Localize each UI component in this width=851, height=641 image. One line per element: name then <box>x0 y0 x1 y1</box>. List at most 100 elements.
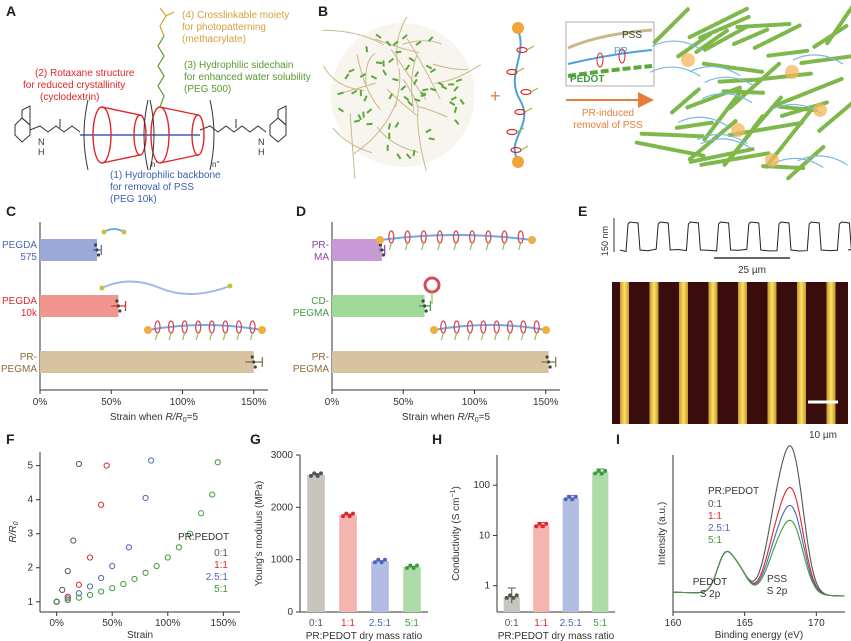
label-rotaxane: (2) Rotaxane structure <box>35 68 135 79</box>
pr-pegma-d-sidechain <box>480 332 484 341</box>
panel-label-b: B <box>318 3 328 19</box>
pr-ma-sidechain <box>421 242 425 251</box>
scatter-point <box>59 586 66 593</box>
panel-i-chart: 160 165 170 Binding energy (eV) Intensity (a… <box>657 445 845 641</box>
pedot-grain <box>414 98 421 102</box>
pedot-fiber <box>774 76 844 108</box>
scatter-point <box>209 491 216 498</box>
pedot-grain <box>351 89 358 95</box>
x-tick-label: 0% <box>325 397 340 408</box>
pedot-fiber <box>786 145 826 181</box>
data-dot <box>570 497 575 502</box>
afm-scale-label: 10 µm <box>809 430 837 441</box>
pss-fiber <box>322 29 384 46</box>
scatter-point <box>53 598 60 605</box>
label-backbone-3: (PEG 10k) <box>110 194 157 205</box>
pedot-grain <box>344 73 350 80</box>
x-tick-label: 150% <box>211 618 237 629</box>
pr-strand <box>697 133 748 145</box>
pedot-grain <box>362 111 365 118</box>
pss-fiber <box>432 63 469 71</box>
pss-fiber <box>322 65 365 91</box>
data-dot <box>563 497 568 502</box>
data-dot <box>599 471 604 476</box>
pedot-fiber <box>634 140 707 158</box>
bar <box>503 596 520 612</box>
bar <box>339 515 357 612</box>
pss-fiber <box>365 52 376 88</box>
pedot-fiber <box>752 23 802 50</box>
pr-pegma-c-sidechain <box>195 332 199 341</box>
pedot-grain <box>337 91 344 96</box>
data-dot <box>312 471 317 476</box>
pss-fiber <box>332 127 373 154</box>
label-crosslinkable-3: (methacrylate) <box>182 34 246 45</box>
category-label: PEGMA <box>1 364 37 375</box>
pr-ma-sidechain <box>453 242 457 251</box>
pss-fiber <box>417 107 427 171</box>
x-tick-label: 100% <box>462 397 488 408</box>
scatter-point <box>64 568 71 575</box>
bar <box>533 525 550 612</box>
data-dot <box>508 593 513 598</box>
scatter-point <box>198 510 205 517</box>
category-label: CD- <box>311 296 329 307</box>
category-label: PEGMA <box>293 308 329 319</box>
pedot-grain <box>437 81 444 87</box>
pedot-grain <box>388 93 394 100</box>
scatter-point <box>98 588 105 595</box>
pedot-grain <box>388 57 395 64</box>
cyclodextrin-rings <box>92 106 205 164</box>
cd-ring <box>423 276 441 294</box>
label-backbone: (1) Hydrophilic backbone <box>110 170 221 181</box>
pr-strand <box>797 155 848 166</box>
y-tick-label: 10 <box>479 530 491 541</box>
data-dot <box>315 473 320 478</box>
data-dot <box>423 304 427 308</box>
x-tick-label: 2.5:1 <box>560 618 583 629</box>
pedot-grain <box>348 68 355 73</box>
data-dot <box>95 248 99 252</box>
pss-fiber <box>396 16 408 66</box>
pr-pegma-d-ring <box>493 320 500 334</box>
pr-pegma-c-sidechain <box>236 332 240 341</box>
scatter-point <box>186 530 194 537</box>
category-label: MA <box>314 252 329 263</box>
arrow-label-1: PR-induced <box>582 108 634 119</box>
pedot-grain <box>412 149 416 157</box>
label-backbone-2: for removal of PSS <box>110 182 194 193</box>
pr-stopper <box>765 153 779 167</box>
pedot-fiber <box>732 27 770 46</box>
x-tick-label: 1:1 <box>341 618 355 629</box>
x-tick-label: 0:1 <box>309 618 323 629</box>
pegda10k-molecule <box>101 280 231 296</box>
pr-pegma-c-stopper <box>258 326 266 334</box>
gold-stripe <box>738 282 747 424</box>
pedot-fiber <box>749 95 783 134</box>
pedot-grain <box>363 95 368 102</box>
side-chain <box>526 45 535 51</box>
scatter-point <box>131 575 138 583</box>
pedot-fiber <box>799 54 851 65</box>
panel-label-h: H <box>432 431 442 447</box>
gold-stripe <box>620 282 629 424</box>
pr-ma-ring <box>469 230 476 244</box>
label-crosslinkable-2: for photopatterning <box>182 22 266 33</box>
annotation-pss: PSS <box>767 574 787 585</box>
pr-ma-ring <box>436 230 443 244</box>
x-tick-label: 150% <box>241 397 267 408</box>
scatter-point <box>64 595 71 602</box>
h-left: H <box>38 147 45 157</box>
data-dot <box>309 473 313 478</box>
gold-stripe <box>826 282 836 424</box>
x-tick-label: 100% <box>155 618 181 629</box>
x-tick-label: 0:1 <box>505 618 519 629</box>
data-dot <box>351 511 355 516</box>
plus-sign: + <box>490 86 501 106</box>
data-dot <box>347 514 352 519</box>
pedot-fiber <box>735 22 792 29</box>
data-dot <box>504 595 509 600</box>
pedot-grain <box>450 96 457 101</box>
data-dot <box>93 243 98 247</box>
